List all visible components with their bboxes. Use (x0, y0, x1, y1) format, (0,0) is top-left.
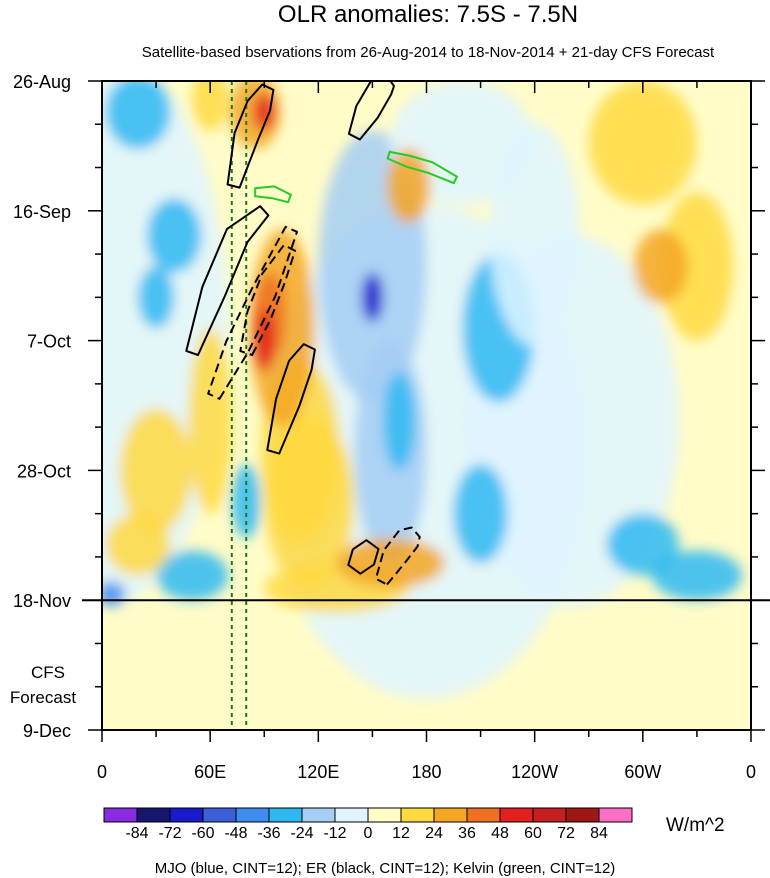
colorbar-swatch (400, 807, 435, 823)
colorbar-swatch (301, 807, 336, 823)
colorbar-swatch (334, 807, 369, 823)
er-contour (207, 225, 298, 400)
colorbar-level-label: -84 (125, 825, 148, 842)
anomaly-blob (105, 81, 171, 149)
anomaly-blob (192, 81, 229, 131)
colorbar-level-label: 48 (491, 825, 509, 842)
anomaly-blob (105, 513, 171, 576)
colorbar-level-label: 0 (364, 825, 373, 842)
chart-title: OLR anomalies: 7.5S - 7.5N (278, 1, 578, 28)
colorbar-level-label: 84 (590, 825, 608, 842)
y-tick-label: 28-Oct (17, 461, 71, 481)
x-tick-label: 0 (746, 762, 756, 782)
x-tick-label: 180 (411, 762, 441, 782)
anomaly-blob (453, 464, 508, 564)
anomaly-blob (147, 198, 202, 273)
colorbar-level-label: -72 (158, 825, 181, 842)
anomaly-blob (231, 464, 261, 539)
colorbar-swatch (598, 807, 633, 823)
colorbar-swatch (235, 807, 270, 823)
anomaly-blob (120, 408, 193, 533)
anomaly-blob (188, 328, 232, 514)
anomaly-blob (651, 550, 742, 601)
y-tick-label: 9-Dec (23, 721, 71, 741)
colorbar-level-label: -60 (191, 825, 214, 842)
y-tick-label: 16-Sep (13, 202, 71, 222)
colorbar-swatch (169, 807, 204, 823)
colorbar-swatch (499, 807, 534, 823)
er-contour (374, 526, 421, 586)
forecast-label-line-1: CFS (31, 663, 65, 682)
anomaly-blob (489, 124, 580, 347)
anomaly-blob (606, 513, 679, 576)
x-tick-label: 120W (511, 762, 558, 782)
colorbar-swatch (136, 807, 171, 823)
anomaly-blob (361, 272, 384, 323)
colorbar: -84 -72 -60 -48 -36 -24 -12 0 12 24 36 48 60 72 84 (103, 807, 633, 842)
colorbar-level-label: -24 (290, 825, 313, 842)
colorbar-swatch (466, 807, 501, 823)
x-tick-label: 60E (194, 762, 226, 782)
units-label: W/m^2 (666, 815, 725, 836)
x-tick-label: 60W (624, 762, 661, 782)
er-contour (239, 244, 296, 356)
anomaly-blob (660, 192, 733, 341)
er-contour (185, 205, 270, 356)
anomaly-blob (383, 371, 416, 471)
x-tick-label: 120E (297, 762, 339, 782)
er-contour (347, 81, 395, 141)
forecast-label-line-2: Forecast (10, 688, 76, 707)
anomaly-blob (386, 148, 431, 224)
y-tick-label: 7-Oct (27, 332, 71, 352)
colorbar-swatch (532, 807, 567, 823)
anomaly-blob (138, 266, 175, 329)
colorbar-swatch (367, 807, 402, 823)
er-contour (226, 83, 275, 189)
y-tick-label: 18-Nov (13, 591, 71, 611)
chart-subtitle: Satellite-based bservations from 26-Aug-… (142, 44, 715, 61)
colorbar-swatch (565, 807, 600, 823)
er-contour (266, 343, 316, 455)
colorbar-level-label: 12 (392, 825, 410, 842)
colorbar-swatch (103, 807, 138, 823)
y-tick-label: 26-Aug (13, 72, 71, 92)
anomaly-blob (253, 93, 276, 131)
anomaly-blob (102, 581, 126, 607)
footer-caption: MJO (blue, CINT=12); ER (black, CINT=12)… (155, 860, 616, 877)
anomaly-blob (253, 309, 276, 372)
anomaly-blob (633, 229, 688, 304)
x-tick-label: 0 (97, 762, 107, 782)
colorbar-swatch (268, 807, 303, 823)
colorbar-level-label: 60 (524, 825, 542, 842)
colorbar-level-label: -48 (224, 825, 247, 842)
colorbar-level-label: -12 (323, 825, 346, 842)
er-contour (347, 539, 380, 575)
anomaly-blob (264, 414, 355, 588)
colorbar-swatch (433, 807, 468, 823)
anomaly-blob (156, 550, 229, 601)
kelvin-contour (386, 150, 459, 185)
colorbar-swatch (202, 807, 237, 823)
anomaly-blob (336, 538, 445, 588)
colorbar-level-label: 36 (458, 825, 476, 842)
colorbar-level-label: 72 (557, 825, 575, 842)
colorbar-level-label: -36 (257, 825, 280, 842)
anomaly-blob (588, 81, 697, 205)
colorbar-level-label: 24 (425, 825, 443, 842)
kelvin-contour (254, 185, 293, 204)
